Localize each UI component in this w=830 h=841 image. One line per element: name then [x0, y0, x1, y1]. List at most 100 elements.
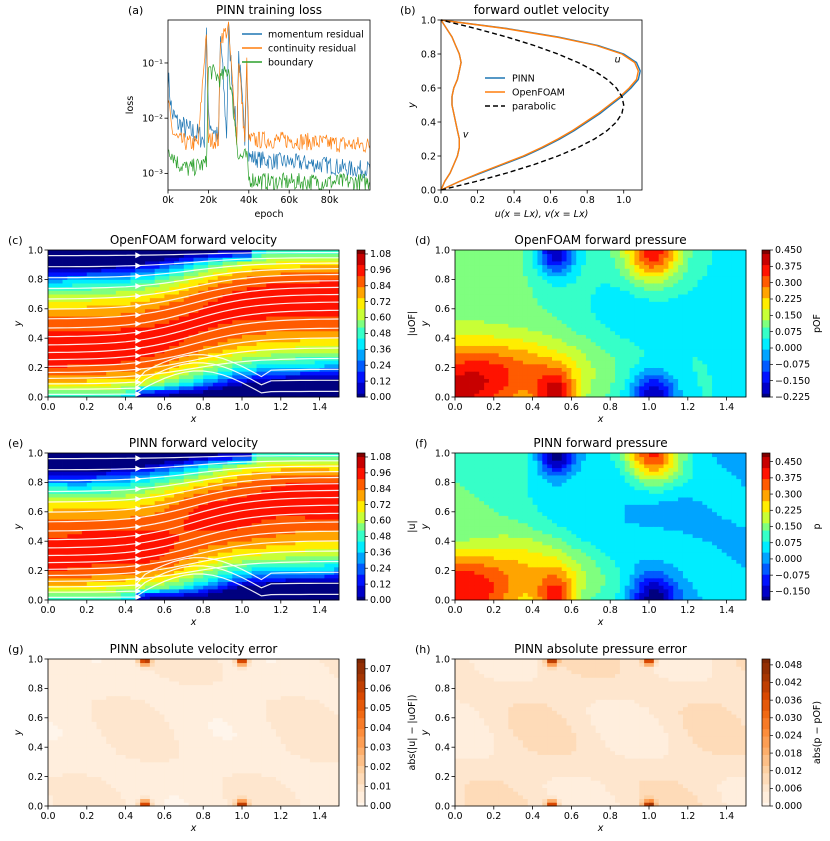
field-d-cell: [464, 356, 470, 361]
field-d-cell: [658, 352, 664, 357]
field-d-cell: [527, 312, 533, 317]
field-c-cell: [154, 341, 160, 346]
field-c-cell: [77, 250, 83, 255]
streamline-arrow: [135, 385, 142, 392]
field-c-cell: [106, 385, 112, 391]
field-c-cell: [198, 341, 204, 346]
field-c-cell: [72, 301, 78, 306]
field-d-cell: [581, 393, 587, 398]
field-c-cell: [305, 283, 311, 288]
field-c-cell: [309, 275, 316, 280]
field-d-cell: [692, 275, 698, 280]
field-d-cell: [658, 312, 664, 317]
field-c-cell: [217, 334, 223, 339]
field-c-cell: [101, 367, 107, 372]
field-d-cell: [527, 323, 533, 328]
field-c-cell: [305, 257, 311, 262]
field-c-cell: [101, 268, 107, 273]
field-d-cell: [566, 356, 572, 361]
field-d-cell: [595, 305, 601, 310]
field-c-cell: [285, 257, 291, 262]
field-c-cell: [135, 319, 141, 324]
field-d-cell: [668, 264, 674, 269]
field-c-cell: [217, 345, 223, 350]
field-c-cell: [62, 308, 68, 313]
field-d-cell: [736, 264, 742, 269]
field-c-cell: [81, 374, 88, 380]
field-d-cell: [721, 275, 727, 280]
field-c-cell: [208, 286, 214, 291]
field-c-cell: [48, 250, 54, 255]
field-c-cell: [140, 385, 146, 391]
field-c-cell: [86, 312, 93, 317]
field-c-cell: [227, 268, 233, 273]
field-d-cell: [692, 382, 698, 387]
field-d-cell: [566, 312, 572, 317]
field-d-cell: [682, 297, 689, 302]
field-d-cell: [590, 261, 597, 266]
field-c-cell: [57, 330, 63, 335]
field-d-cell: [649, 382, 655, 387]
field-c-cell: [261, 261, 267, 266]
field-d-cell: [508, 305, 514, 310]
field-d-cell: [731, 363, 737, 369]
field-d-cell: [653, 305, 660, 310]
field-d-cell: [600, 341, 606, 346]
field-d-cell: [518, 275, 524, 280]
field-d-cell: [590, 268, 597, 273]
field-d-cell: [663, 272, 669, 277]
field-c-cell: [183, 378, 190, 383]
field-d-cell: [610, 319, 616, 324]
field-c-cell: [242, 360, 248, 365]
field-c-cell: [314, 349, 320, 354]
field-c-cell: [115, 294, 122, 299]
field-d-cell: [474, 393, 480, 398]
field-c-cell: [271, 356, 277, 361]
field-c-cell: [232, 301, 238, 306]
field-c-cell: [96, 352, 102, 357]
field-d-cell: [537, 286, 543, 291]
field-d-cell: [498, 382, 504, 387]
field-d-cell: [726, 363, 732, 369]
field-d-cell: [542, 312, 548, 317]
field-c-cell: [329, 352, 335, 357]
field-c-cell: [86, 261, 93, 266]
field-c-cell: [91, 327, 97, 332]
field-c-cell: [208, 279, 214, 284]
field-c-cell: [72, 323, 78, 328]
field-c-cell: [227, 349, 233, 354]
field-c-cell: [106, 283, 112, 288]
field-d-cell: [624, 374, 630, 380]
field-c-cell: [101, 352, 107, 357]
field-d-cell: [731, 290, 737, 295]
field-d-cell: [503, 272, 509, 277]
field-c-cell: [242, 393, 248, 398]
field-d-cell: [658, 349, 664, 354]
field-d-cell: [741, 327, 747, 332]
field-d-cell: [488, 382, 495, 387]
field-c-ytick-5: 1.0: [28, 245, 43, 256]
field-d-cell: [673, 312, 679, 317]
field-c-cell: [101, 257, 107, 262]
field-c-cell: [111, 272, 117, 277]
field-d-cell: [576, 341, 582, 346]
field-d-cell: [513, 371, 519, 376]
field-d-cell: [479, 301, 485, 306]
field-d-cell: [721, 294, 727, 299]
field-d-cell: [644, 367, 650, 372]
field-c-cell: [309, 371, 316, 376]
field-c-cell: [140, 319, 146, 324]
field-c-cell: [86, 305, 93, 310]
field-c-cell: [314, 360, 320, 365]
field-d-cell: [498, 261, 504, 266]
field-d-cell: [532, 279, 538, 284]
field-c-cell: [72, 327, 78, 332]
field-c-cell: [86, 374, 93, 380]
field-c-cell: [242, 294, 248, 299]
field-d-cell: [537, 374, 543, 380]
field-c-cell: [198, 261, 204, 266]
field-d-cell: [663, 367, 669, 372]
field-d-cell: [639, 349, 645, 354]
field-c-cell: [222, 261, 228, 266]
field-c-cell: [183, 275, 190, 280]
